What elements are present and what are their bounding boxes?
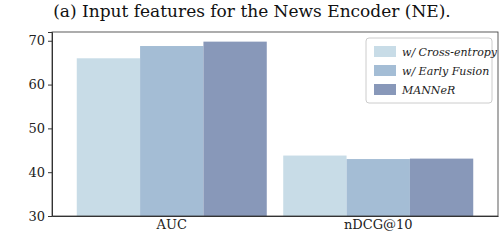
y-tick-mark [48,41,52,42]
y-tick: 50 [28,121,52,136]
bar [203,42,266,216]
bar [347,159,410,216]
frame [52,32,498,216]
x-axis-line [53,216,499,217]
y-tick-label: 50 [28,121,45,136]
plot: 30 40 50 60 70 AUC nDCG@10 w/ Cross-entropy w/ E… [28,32,498,232]
y-tick: 30 [28,209,52,224]
y-axis: 30 40 50 60 70 [28,33,52,224]
x-tick-label: nDCG@10 [344,217,413,232]
bar [140,46,203,216]
y-tick-label: 40 [28,165,45,180]
bar [410,159,473,216]
legend-swatch [374,65,396,76]
y-tick-mark [48,172,52,173]
y-tick-mark [48,128,52,129]
legend-item: MANNeR [374,84,455,97]
legend-label: w/ Early Fusion [402,65,489,78]
bar [77,58,140,216]
legend-label: w/ Cross-entropy [402,46,498,59]
x-tick: AUC [156,216,187,232]
x-axis: AUC nDCG@10 [53,216,499,232]
legend: w/ Cross-entropy w/ Early Fusion MANNeR [366,38,498,103]
x-tick: nDCG@10 [344,216,413,232]
legend-item: w/ Cross-entropy [374,46,498,59]
y-tick-label: 70 [28,33,45,48]
y-axis-line [48,33,53,217]
y-tick: 70 [28,33,52,48]
legend-label: MANNeR [401,84,455,97]
chart: (a) Input features for the News Encoder … [0,0,504,238]
legend-swatch [374,84,396,95]
y-tick-mark [48,216,52,217]
y-tick-label: 30 [28,209,45,224]
y-tick: 40 [28,165,52,180]
x-tick-label: AUC [156,217,187,232]
legend-swatch [374,46,396,57]
y-tick-label: 60 [28,77,45,92]
y-tick: 60 [28,77,52,92]
legend-item: w/ Early Fusion [374,65,489,78]
title: (a) Input features for the News Encoder … [53,1,451,21]
y-tick-mark [48,85,52,86]
bar [283,156,346,216]
